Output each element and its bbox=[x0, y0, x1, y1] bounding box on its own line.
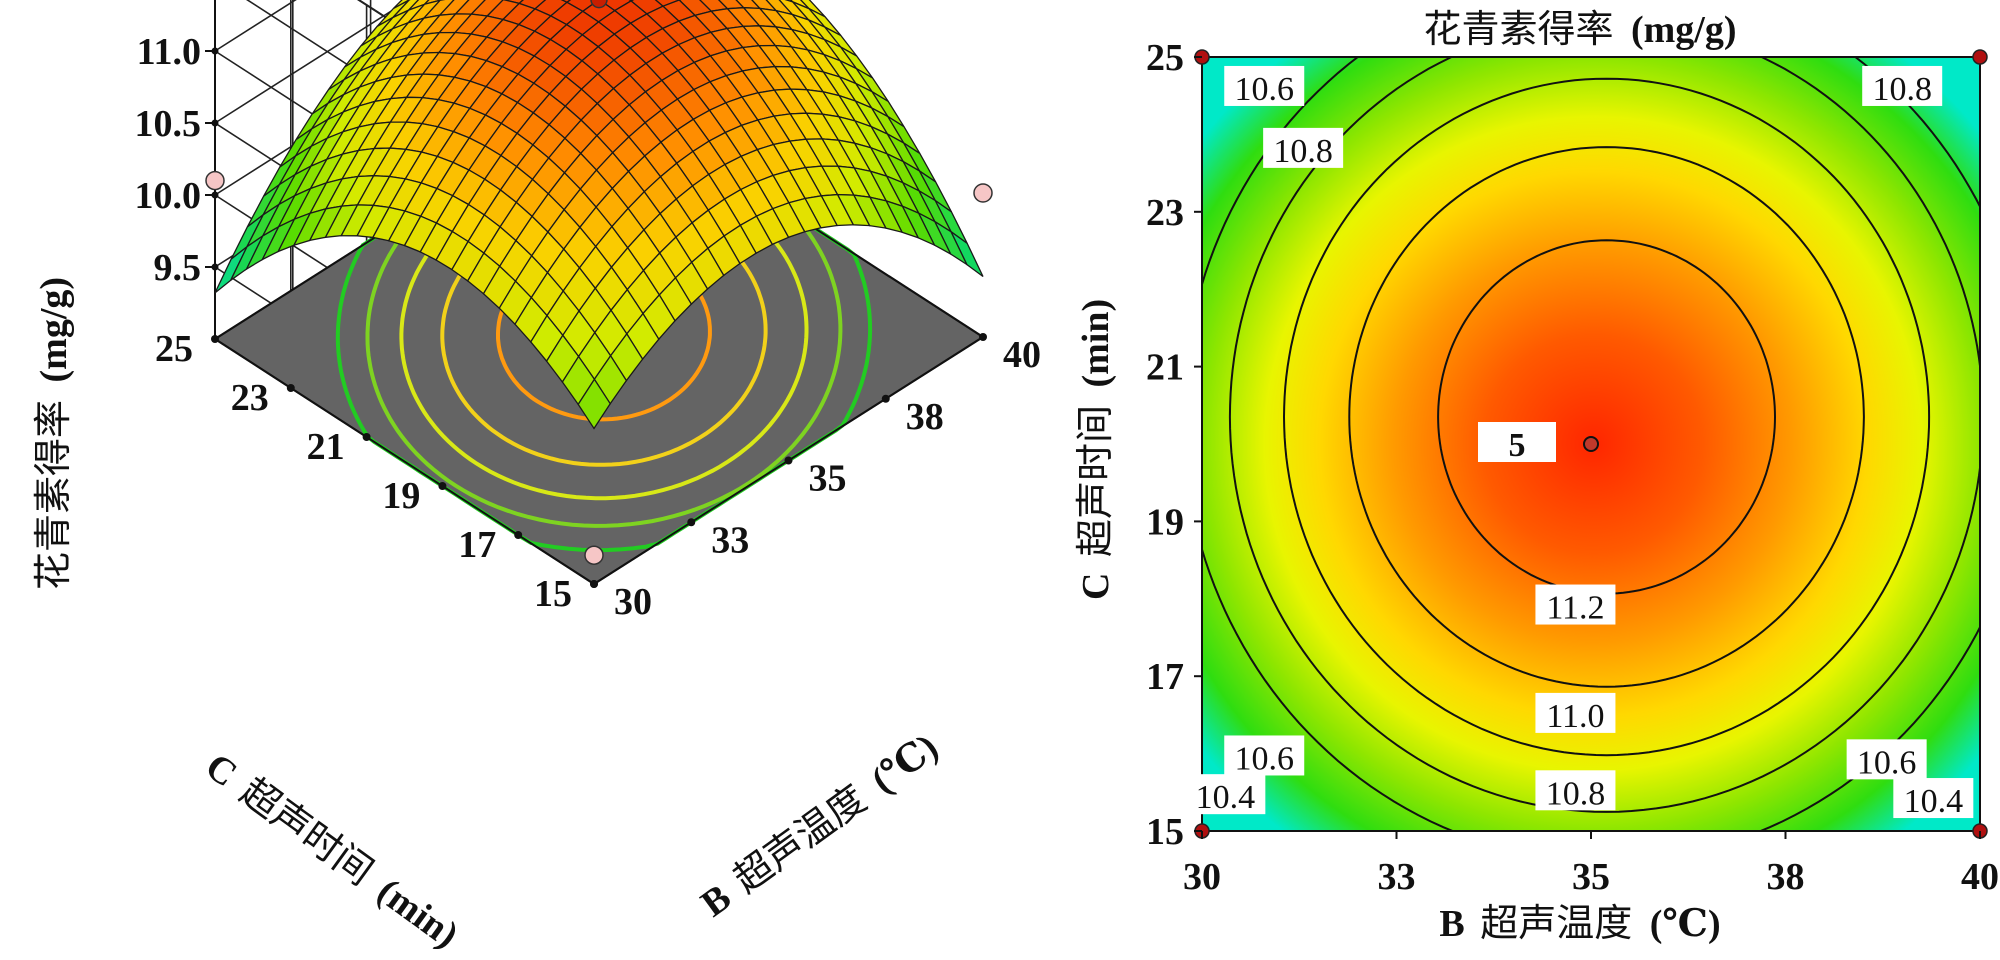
contour-y-title-letter: C bbox=[1075, 573, 1117, 600]
contour-label: 10.6 bbox=[1234, 71, 1294, 108]
x-axis-title-letter: B bbox=[694, 876, 739, 925]
y-axis-title-name: 超声时间 bbox=[232, 771, 380, 894]
design-point bbox=[585, 546, 603, 564]
contour-y-title-name: 超声时间 bbox=[1075, 405, 1117, 557]
z-axis-title-unit: (mg/g) bbox=[33, 277, 75, 383]
contour-y-tick-label: 25 bbox=[1146, 37, 1184, 79]
z-axis-title: 花青素得率 (mg/g) bbox=[33, 277, 75, 590]
contour-x-tick-label: 35 bbox=[1572, 856, 1610, 898]
center-label: 5 bbox=[1509, 427, 1526, 464]
contour-y-tick-label: 17 bbox=[1146, 656, 1184, 698]
x-tick-label: 35 bbox=[809, 458, 847, 500]
contour-label: 10.6 bbox=[1234, 740, 1294, 777]
y-tick-label: 21 bbox=[307, 426, 345, 468]
x-tick-dot bbox=[882, 395, 890, 403]
x-tick-label: 33 bbox=[711, 519, 749, 561]
z-axis-title-name: 花青素得率 bbox=[33, 400, 75, 590]
x-tick-dot bbox=[590, 580, 598, 588]
design-point bbox=[206, 172, 224, 190]
y-tick-label: 15 bbox=[534, 573, 572, 615]
x-axis-title-unit: (℃) bbox=[864, 726, 946, 802]
x-tick-label: 30 bbox=[614, 581, 652, 623]
contour-y-tick-label: 19 bbox=[1146, 501, 1184, 543]
z-tick-dot bbox=[212, 192, 219, 199]
y-tick-dot bbox=[287, 384, 295, 392]
contour-title-name: 花青素得率 bbox=[1423, 9, 1613, 51]
z-tick-dot bbox=[212, 48, 219, 55]
contour-label: 10.8 bbox=[1872, 71, 1932, 108]
z-tick-dot bbox=[212, 264, 219, 271]
contour-x-title-unit: (℃) bbox=[1650, 903, 1721, 945]
contour-y-axis-title: C 超声时间 (min) bbox=[1075, 299, 1117, 600]
design-point bbox=[974, 184, 992, 202]
x-axis-title: B 超声温度 (℃) bbox=[694, 726, 946, 925]
contour-y-tick-label: 15 bbox=[1146, 811, 1184, 853]
x-tick-dot bbox=[979, 333, 987, 341]
contour-x-title-letter: B bbox=[1439, 903, 1464, 945]
z-tick-label: 10.5 bbox=[135, 103, 202, 145]
contour-x-title-name: 超声温度 bbox=[1480, 903, 1632, 945]
contour-label: 11.2 bbox=[1546, 590, 1604, 627]
contour-label: 10.4 bbox=[1196, 779, 1256, 816]
y-axis-title: C 超声时间 (min) bbox=[198, 745, 466, 955]
y-tick-label: 19 bbox=[382, 475, 420, 517]
contour-y-title-unit: (min) bbox=[1075, 299, 1117, 388]
z-tick-label: 9.5 bbox=[154, 247, 202, 289]
x-tick-label: 40 bbox=[1003, 334, 1041, 376]
z-tick-dot bbox=[212, 120, 219, 127]
x-tick-dot bbox=[785, 457, 793, 465]
y-tick-label: 17 bbox=[458, 524, 496, 566]
z-tick-label: 10.0 bbox=[135, 175, 202, 217]
contour-x-tick-label: 38 bbox=[1767, 856, 1805, 898]
y-tick-label: 23 bbox=[231, 377, 269, 419]
z-tick-label: 11.0 bbox=[137, 31, 201, 73]
contour-label: 10.8 bbox=[1546, 775, 1606, 812]
y-tick-dot bbox=[211, 335, 219, 343]
contour-label: 11.0 bbox=[1546, 698, 1604, 735]
contour-label: 10.8 bbox=[1273, 133, 1333, 170]
y-tick-dot bbox=[514, 531, 522, 539]
y-axis-title-letter: C bbox=[198, 745, 245, 795]
contour-x-axis-title: B 超声温度 (℃) bbox=[1439, 903, 1720, 945]
y-axis-title-unit: (min) bbox=[370, 870, 466, 955]
surface-plot: 9.510.010.511.011.512.015171921232530333… bbox=[33, 0, 1041, 955]
x-axis-title-name: 超声温度 bbox=[727, 778, 875, 901]
y-tick-label: 25 bbox=[155, 328, 193, 370]
y-tick-dot bbox=[363, 433, 371, 441]
contour-y-tick-label: 23 bbox=[1146, 192, 1184, 234]
contour-y-tick-label: 21 bbox=[1146, 347, 1184, 389]
corner-point bbox=[1973, 50, 1987, 64]
x-tick-dot bbox=[687, 518, 695, 526]
contour-x-tick-label: 40 bbox=[1961, 856, 1999, 898]
contour-label: 10.4 bbox=[1904, 783, 1964, 820]
x-tick-label: 38 bbox=[906, 396, 944, 438]
contour-x-tick-label: 30 bbox=[1183, 856, 1221, 898]
y-tick-dot bbox=[438, 482, 446, 490]
contour-x-tick-label: 33 bbox=[1378, 856, 1416, 898]
contour-title: 花青素得率 (mg/g) bbox=[1423, 9, 1736, 51]
contour-title-unit: (mg/g) bbox=[1631, 9, 1737, 51]
contour-label: 10.6 bbox=[1857, 744, 1917, 781]
z-tick-label: 11.5 bbox=[137, 0, 201, 1]
center-point bbox=[1584, 437, 1598, 451]
